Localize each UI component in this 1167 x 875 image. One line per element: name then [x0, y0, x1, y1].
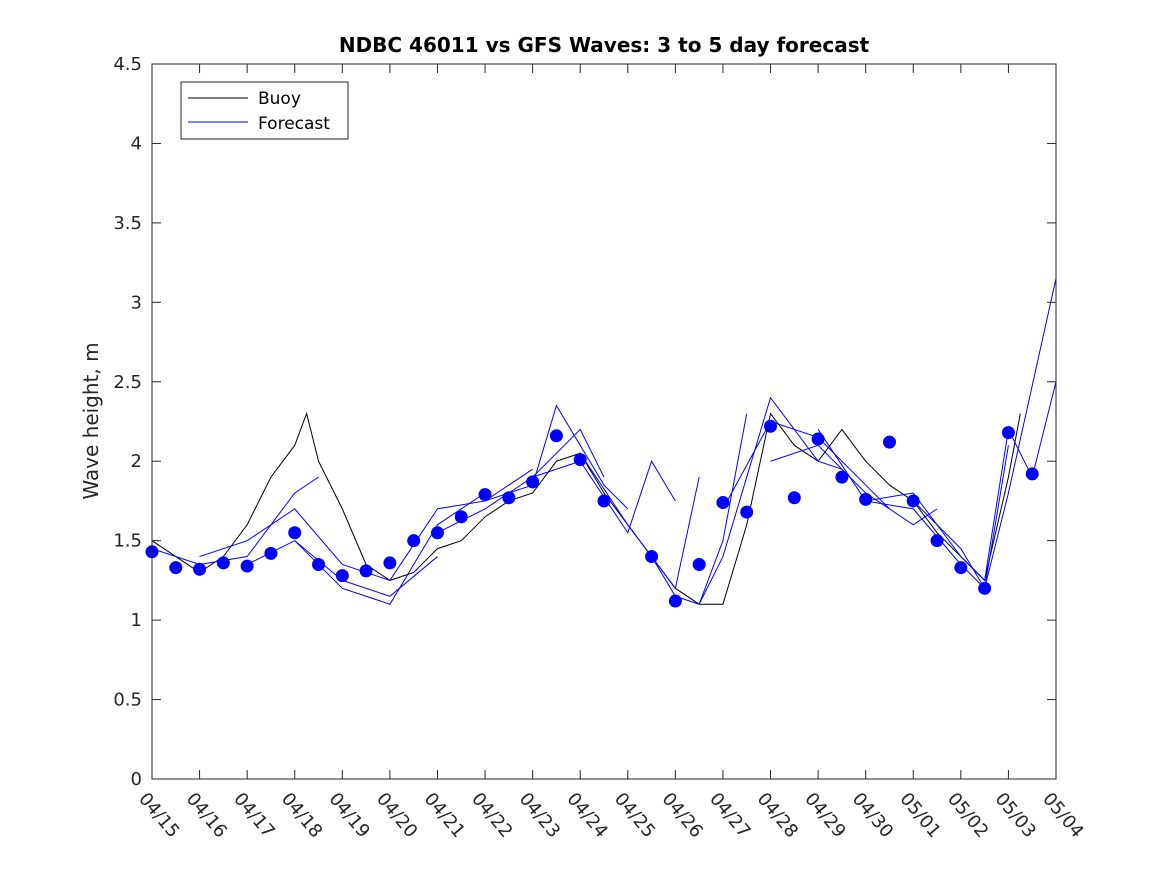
forecast-marker [954, 561, 968, 575]
forecast-marker [882, 435, 896, 449]
forecast-run-line [294, 492, 486, 605]
y-tick-label: 1 [131, 610, 142, 631]
forecast-marker [407, 534, 421, 548]
forecast-marker [764, 419, 778, 433]
forecast-marker [1025, 467, 1039, 481]
legend: Buoy Forecast [180, 81, 349, 140]
y-tick-label: 4.5 [113, 54, 142, 75]
forecast-marker [288, 526, 302, 540]
forecast-marker [597, 494, 611, 508]
y-tick-label: 2.5 [113, 372, 142, 393]
y-tick-label: 1.5 [113, 531, 142, 552]
y-axis-label: Wave height, m [79, 342, 103, 499]
forecast-run-line [698, 396, 843, 605]
forecast-marker [930, 534, 944, 548]
forecast-marker [859, 492, 873, 506]
forecast-marker [549, 429, 563, 443]
forecast-marker [335, 569, 349, 583]
forecast-marker [502, 491, 516, 505]
forecast-marker [787, 491, 801, 505]
forecast-marker [454, 510, 468, 524]
forecast-marker [383, 556, 397, 570]
plot-frame [151, 63, 1057, 780]
forecast-run-line [151, 476, 319, 566]
forecast-marker [216, 556, 230, 570]
y-tick-label: 3.5 [113, 213, 142, 234]
y-tick-label: 0.5 [113, 690, 142, 711]
y-tick-label: 3 [131, 292, 142, 313]
forecast-run-line [199, 508, 367, 573]
y-tick-label: 0 [131, 769, 142, 790]
legend-label-buoy: Buoy [258, 89, 301, 109]
forecast-marker [478, 488, 492, 502]
forecast-marker [835, 470, 849, 484]
forecast-marker [906, 494, 920, 508]
forecast-marker [573, 453, 587, 467]
forecast-marker [978, 581, 992, 595]
forecast-marker [740, 505, 754, 519]
forecast-marker [359, 564, 373, 578]
forecast-marker [668, 594, 682, 608]
forecast-marker [193, 562, 207, 576]
forecast-marker [716, 496, 730, 510]
chart-title: NDBC 46011 vs GFS Waves: 3 to 5 day fore… [339, 33, 870, 57]
plot-area [152, 64, 1056, 779]
forecast-marker [240, 559, 254, 573]
forecast-marker [430, 526, 444, 540]
series-layer [145, 278, 1057, 608]
y-tick-label: 4 [131, 133, 142, 154]
legend-box [180, 81, 349, 140]
y-tick-label: 2 [131, 451, 142, 472]
forecast-marker [811, 432, 825, 446]
forecast-run-line [484, 404, 629, 510]
forecast-marker [169, 561, 183, 575]
forecast-marker [692, 558, 706, 571]
forecast-run-line [365, 468, 533, 581]
forecast-marker [312, 558, 326, 571]
forecast-run-line [532, 460, 676, 534]
forecast-marker [1001, 426, 1015, 440]
forecast-marker [645, 550, 659, 564]
forecast-marker [526, 475, 540, 489]
forecast-marker [264, 546, 278, 560]
legend-label-forecast: Forecast [258, 114, 330, 134]
